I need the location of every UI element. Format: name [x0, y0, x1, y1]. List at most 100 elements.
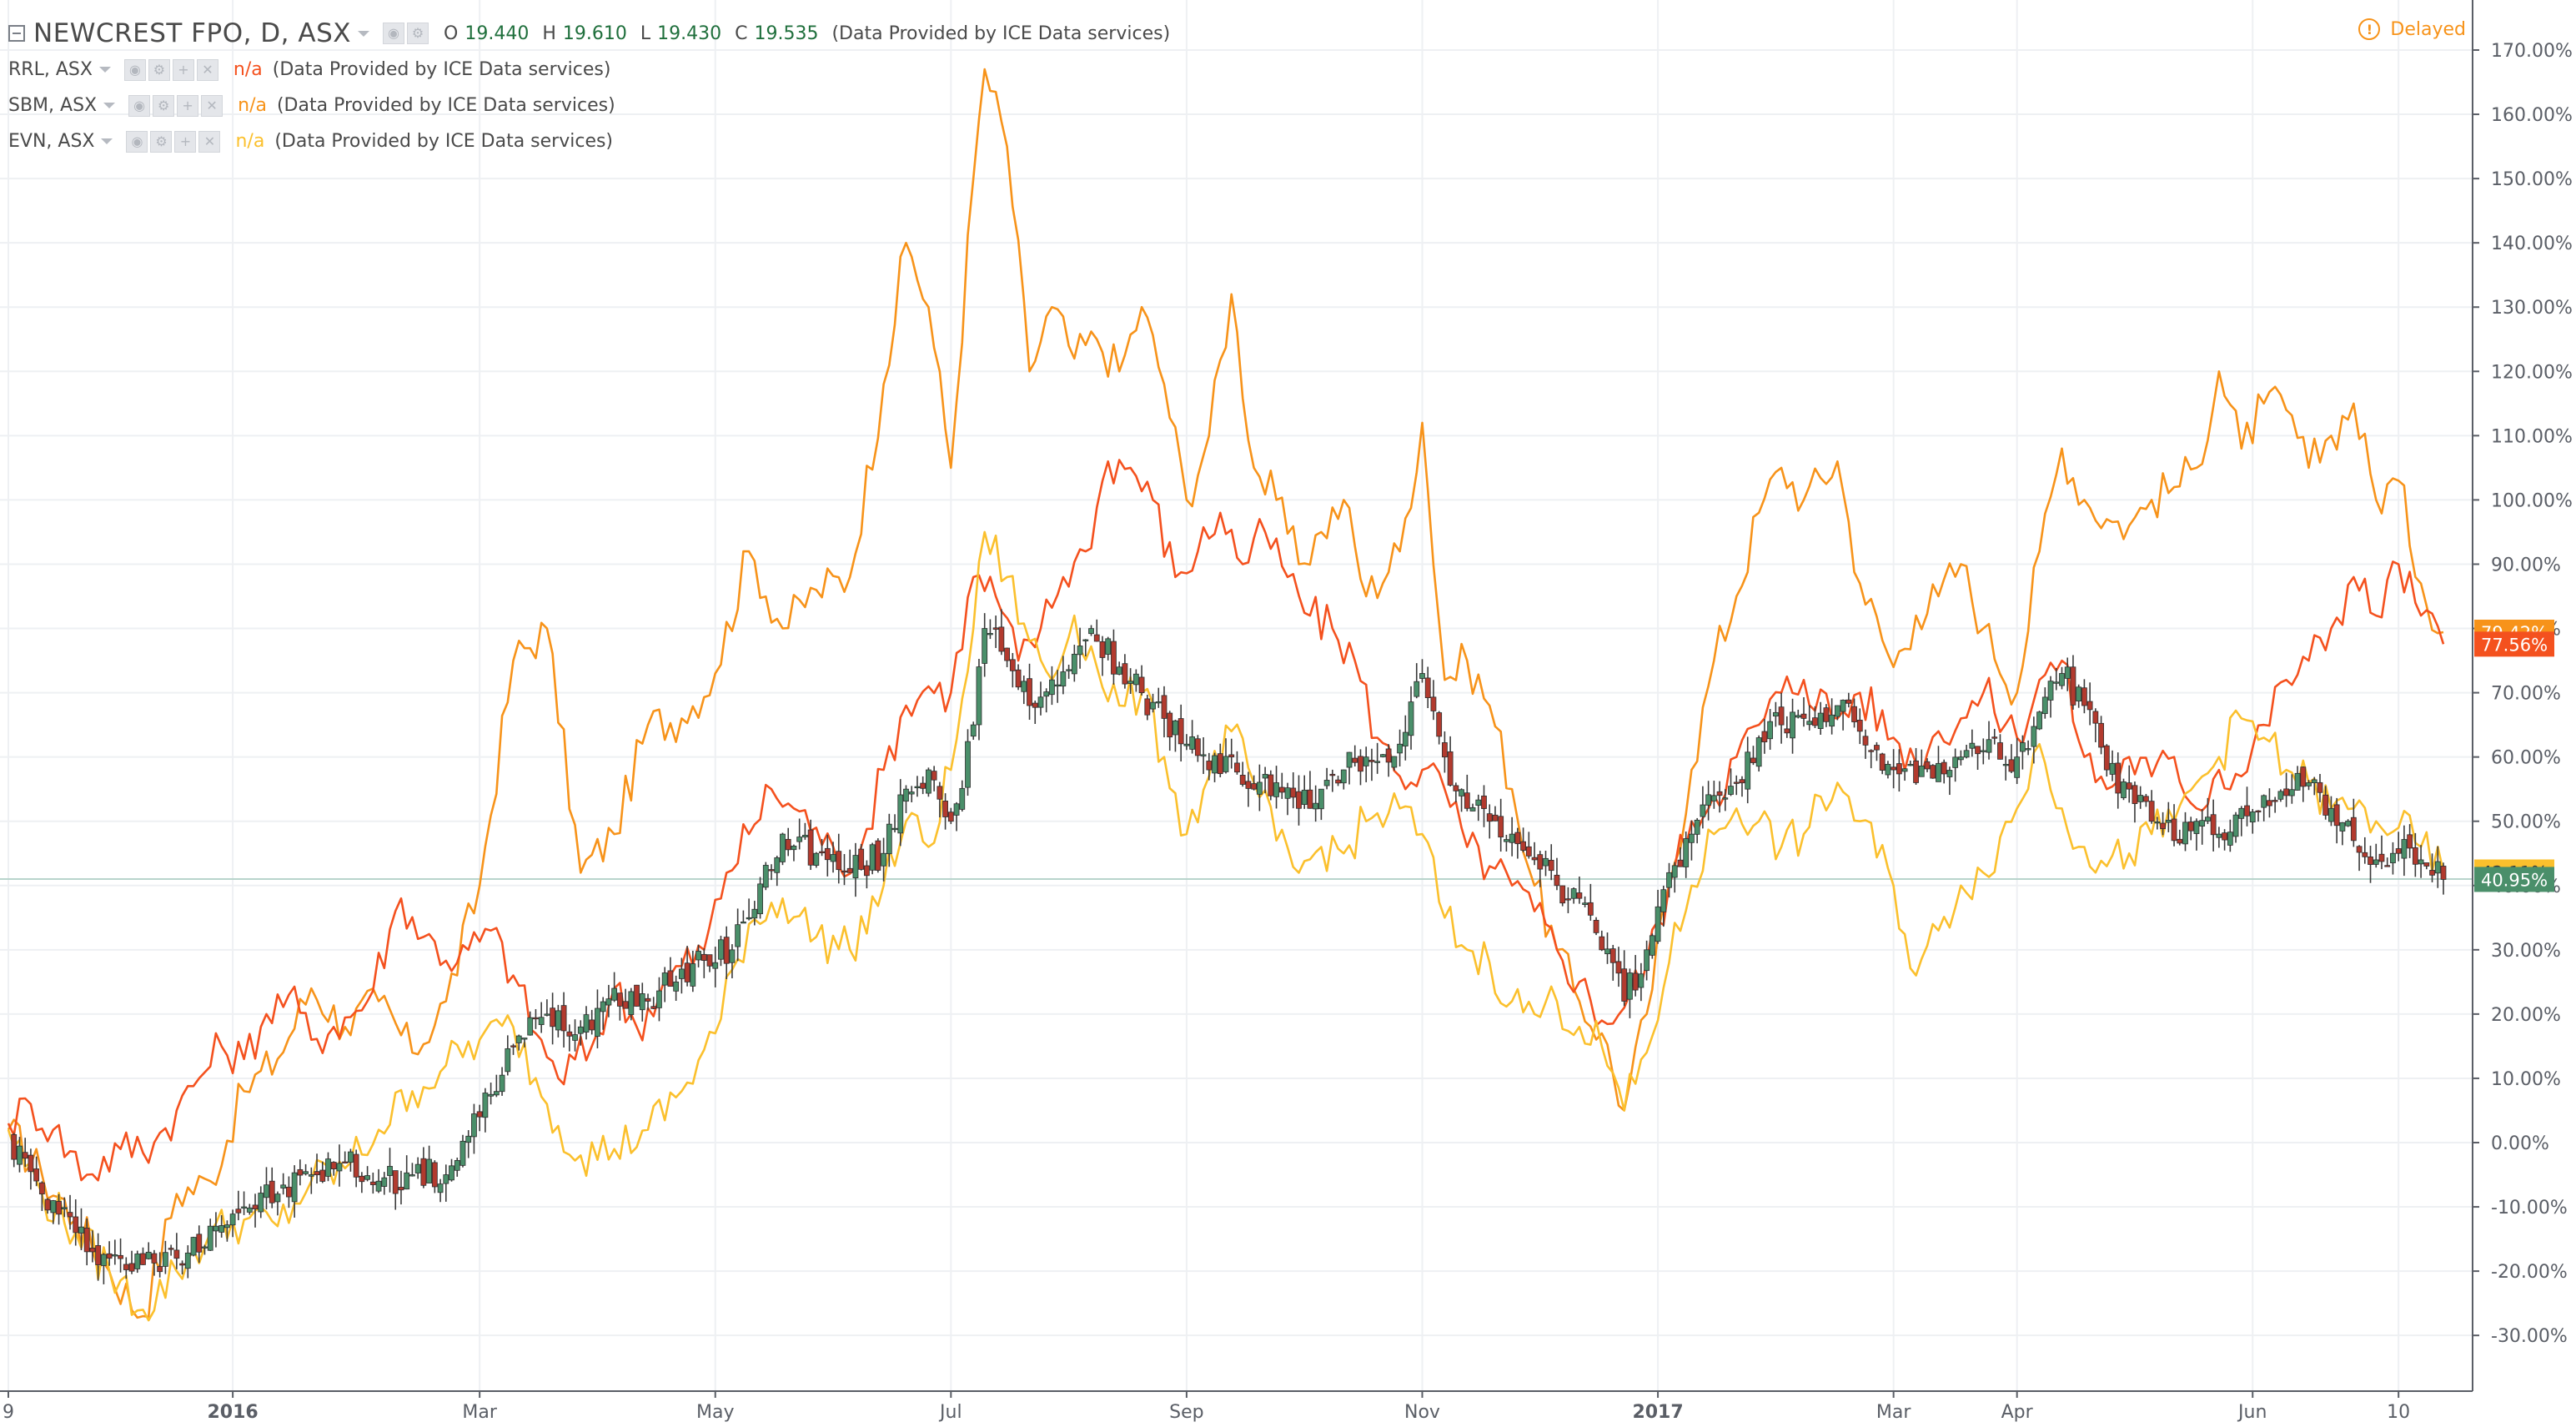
- candle: [2311, 776, 2317, 796]
- candle-body: [1049, 679, 1055, 696]
- candle: [1459, 788, 1464, 812]
- candle: [1066, 664, 1072, 679]
- legend-symbol-rrl[interactable]: RRL, ASX: [8, 59, 93, 80]
- candle: [595, 989, 600, 1048]
- eye-icon[interactable]: ◉: [123, 58, 146, 81]
- candle-body: [1447, 751, 1454, 786]
- candle-body: [179, 1263, 185, 1266]
- plus-icon[interactable]: +: [172, 58, 194, 81]
- candle: [1666, 862, 1672, 898]
- chevron-down-icon[interactable]: [101, 138, 113, 144]
- candle-body: [2036, 711, 2042, 730]
- settings-icon[interactable]: ⚙: [153, 94, 175, 117]
- candle-body: [1817, 712, 1824, 729]
- candle-body: [1862, 736, 1869, 746]
- candle-body: [560, 1005, 567, 1032]
- candle: [1975, 746, 1981, 771]
- candle: [2059, 666, 2065, 690]
- candle: [740, 910, 746, 924]
- candle-body: [2177, 838, 2183, 844]
- settings-icon[interactable]: ⚙: [407, 23, 429, 44]
- candle: [735, 908, 741, 962]
- eye-icon[interactable]: ◉: [128, 94, 151, 117]
- close-icon[interactable]: ✕: [201, 94, 223, 117]
- candle-body: [1161, 695, 1167, 719]
- candle: [1997, 734, 2003, 760]
- candle: [325, 1152, 331, 1182]
- candle: [1049, 666, 1055, 706]
- candle-body: [404, 1172, 410, 1190]
- candle: [1509, 817, 1515, 857]
- candle-body: [2261, 795, 2267, 808]
- plus-icon[interactable]: +: [174, 130, 197, 153]
- candle-body: [381, 1177, 388, 1187]
- settings-icon[interactable]: ⚙: [148, 58, 170, 81]
- candle: [145, 1242, 152, 1260]
- candle-body: [2199, 820, 2206, 827]
- ohlc-high-label: H: [542, 23, 556, 44]
- candle: [1178, 704, 1184, 762]
- candle-body: [1986, 739, 1992, 753]
- candle-body: [246, 1207, 253, 1213]
- candle-body: [2059, 673, 2065, 686]
- candle-body: [953, 803, 960, 816]
- candle-body: [678, 968, 685, 979]
- candle: [274, 1191, 281, 1216]
- legend-symbol-sbm[interactable]: SBM, ASX: [8, 95, 98, 116]
- candle: [2272, 796, 2278, 813]
- candle-body: [2092, 711, 2099, 724]
- candle-body: [1856, 720, 1863, 732]
- candle-body: [2255, 810, 2262, 813]
- candle-body: [2322, 794, 2329, 816]
- candle-body: [1459, 789, 1464, 796]
- candle-body: [11, 1133, 18, 1160]
- candle-body: [1644, 949, 1650, 972]
- candle-body: [605, 998, 612, 1006]
- candle: [2227, 819, 2233, 852]
- ohlc-low-label: L: [640, 23, 651, 44]
- candle: [836, 833, 842, 884]
- settings-icon[interactable]: ⚙: [150, 130, 173, 153]
- legend-symbol-evn[interactable]: EVN, ASX: [8, 131, 95, 152]
- close-icon[interactable]: ✕: [196, 58, 218, 81]
- candle: [757, 877, 763, 919]
- candle-body: [757, 883, 763, 915]
- candle: [684, 946, 690, 987]
- candle-body: [656, 990, 662, 1008]
- candle-body: [1554, 874, 1560, 887]
- eye-icon[interactable]: ◉: [383, 23, 405, 44]
- candle: [404, 1155, 410, 1190]
- plus-icon[interactable]: +: [177, 94, 199, 117]
- candle-body: [723, 937, 730, 964]
- close-icon[interactable]: ✕: [198, 130, 221, 153]
- candle: [1043, 688, 1050, 713]
- main-symbol-title[interactable]: NEWCREST FPO, D, ASX: [33, 18, 352, 48]
- candle: [28, 1148, 34, 1190]
- candle-body: [2277, 791, 2284, 800]
- candle: [1991, 728, 1998, 745]
- candle: [223, 1220, 230, 1242]
- collapse-icon[interactable]: [8, 25, 25, 42]
- candle: [381, 1172, 388, 1195]
- candle-body: [1385, 748, 1392, 763]
- candle-body: [1885, 763, 1891, 776]
- candle-body: [846, 867, 853, 873]
- candle: [342, 1151, 349, 1163]
- chevron-down-icon[interactable]: [103, 103, 116, 108]
- last-value-label: 77.56%: [2474, 631, 2554, 657]
- ohlc-close-label: C: [735, 23, 748, 44]
- candle: [1750, 746, 1756, 766]
- candle: [2121, 778, 2127, 801]
- candle: [258, 1186, 264, 1218]
- chevron-down-icon[interactable]: [358, 30, 370, 37]
- chevron-down-icon[interactable]: [98, 67, 111, 73]
- delayed-indicator[interactable]: ! Delayed: [2358, 18, 2466, 40]
- candle-body: [1009, 659, 1016, 671]
- candle: [1307, 771, 1313, 809]
- candle-body: [420, 1158, 427, 1186]
- candle-body: [1054, 684, 1061, 687]
- candle: [1790, 698, 1795, 754]
- candle-body: [67, 1212, 73, 1218]
- eye-icon[interactable]: ◉: [126, 130, 148, 153]
